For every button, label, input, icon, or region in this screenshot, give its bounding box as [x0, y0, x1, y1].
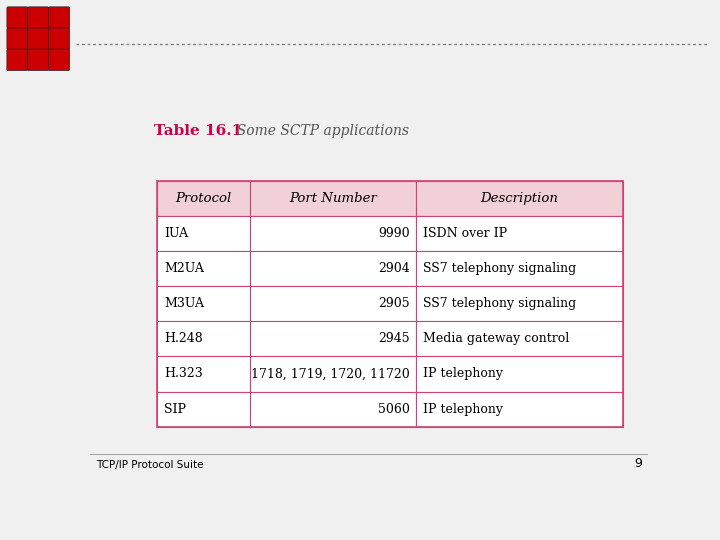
FancyBboxPatch shape [7, 49, 28, 71]
Text: Table 16.1: Table 16.1 [154, 124, 243, 138]
Bar [250, 217, 416, 251]
Text: 9990: 9990 [379, 227, 410, 240]
FancyBboxPatch shape [27, 28, 49, 49]
Bar [250, 181, 416, 217]
Text: Protocol: Protocol [176, 192, 232, 205]
Bar [157, 356, 250, 392]
Text: M2UA: M2UA [164, 262, 204, 275]
Text: TCP/IP Protocol Suite: TCP/IP Protocol Suite [96, 460, 203, 470]
Text: 9: 9 [634, 457, 642, 470]
Text: H.248: H.248 [164, 333, 203, 346]
Bar [416, 392, 623, 427]
Text: 2905: 2905 [379, 298, 410, 310]
Bar [250, 251, 416, 286]
Text: 2945: 2945 [379, 333, 410, 346]
FancyBboxPatch shape [27, 7, 49, 28]
Text: SS7 telephony signaling: SS7 telephony signaling [423, 298, 576, 310]
Text: IP telephony: IP telephony [423, 402, 503, 415]
Bar [416, 217, 623, 251]
Text: Media gateway control: Media gateway control [423, 333, 570, 346]
Bar [250, 321, 416, 356]
Text: Some SCTP applications: Some SCTP applications [228, 124, 410, 138]
Text: IP telephony: IP telephony [423, 368, 503, 381]
Bar [250, 286, 416, 321]
Bar [157, 181, 250, 217]
Text: Port Number: Port Number [289, 192, 377, 205]
Bar [416, 356, 623, 392]
Bar [157, 217, 250, 251]
Bar [416, 321, 623, 356]
Text: H.323: H.323 [164, 368, 203, 381]
Bar [250, 356, 416, 392]
Text: M3UA: M3UA [164, 298, 204, 310]
FancyBboxPatch shape [48, 7, 70, 28]
Text: 5060: 5060 [378, 402, 410, 415]
Bar [157, 321, 250, 356]
FancyBboxPatch shape [48, 28, 70, 49]
Bar [416, 181, 623, 217]
Text: 2904: 2904 [379, 262, 410, 275]
Text: 1718, 1719, 1720, 11720: 1718, 1719, 1720, 11720 [251, 368, 410, 381]
Text: IUA: IUA [164, 227, 189, 240]
Bar [416, 251, 623, 286]
Bar [416, 286, 623, 321]
FancyBboxPatch shape [48, 49, 70, 71]
Bar [157, 251, 250, 286]
Bar [157, 286, 250, 321]
Text: ISDN over IP: ISDN over IP [423, 227, 507, 240]
Text: Description: Description [480, 192, 558, 205]
Bar [157, 181, 623, 427]
Text: SS7 telephony signaling: SS7 telephony signaling [423, 262, 576, 275]
Text: SIP: SIP [164, 402, 186, 415]
Bar [250, 392, 416, 427]
FancyBboxPatch shape [7, 28, 28, 49]
FancyBboxPatch shape [7, 7, 28, 28]
FancyBboxPatch shape [27, 49, 49, 71]
Bar [157, 392, 250, 427]
